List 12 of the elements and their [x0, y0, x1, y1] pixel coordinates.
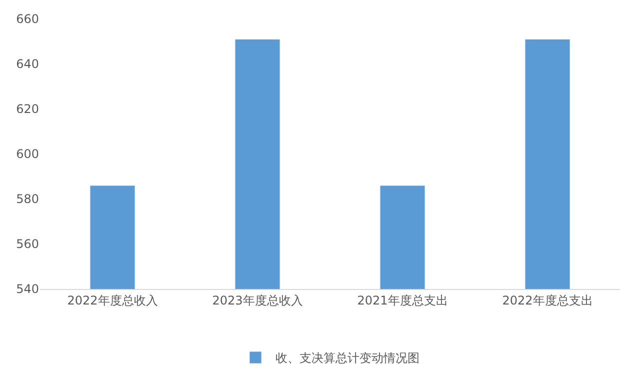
y-tick-label: 600 — [16, 147, 39, 162]
y-tick-label: 660 — [16, 12, 39, 26]
x-tick-label: 2023年度总收入 — [212, 293, 303, 308]
y-tick-label: 580 — [16, 192, 39, 206]
x-tick-label: 2022年度总收入 — [67, 293, 158, 308]
x-tick-label: 2021年度总支出 — [357, 293, 448, 308]
y-tick-label: 620 — [16, 102, 39, 116]
y-tick-label: 540 — [16, 282, 39, 296]
legend-label: 收、支决算总计变动情况图 — [276, 351, 420, 366]
x-tick-label: 2022年度总支出 — [502, 293, 593, 308]
y-tick-label: 640 — [16, 57, 39, 72]
y-tick-label: 560 — [16, 237, 39, 252]
